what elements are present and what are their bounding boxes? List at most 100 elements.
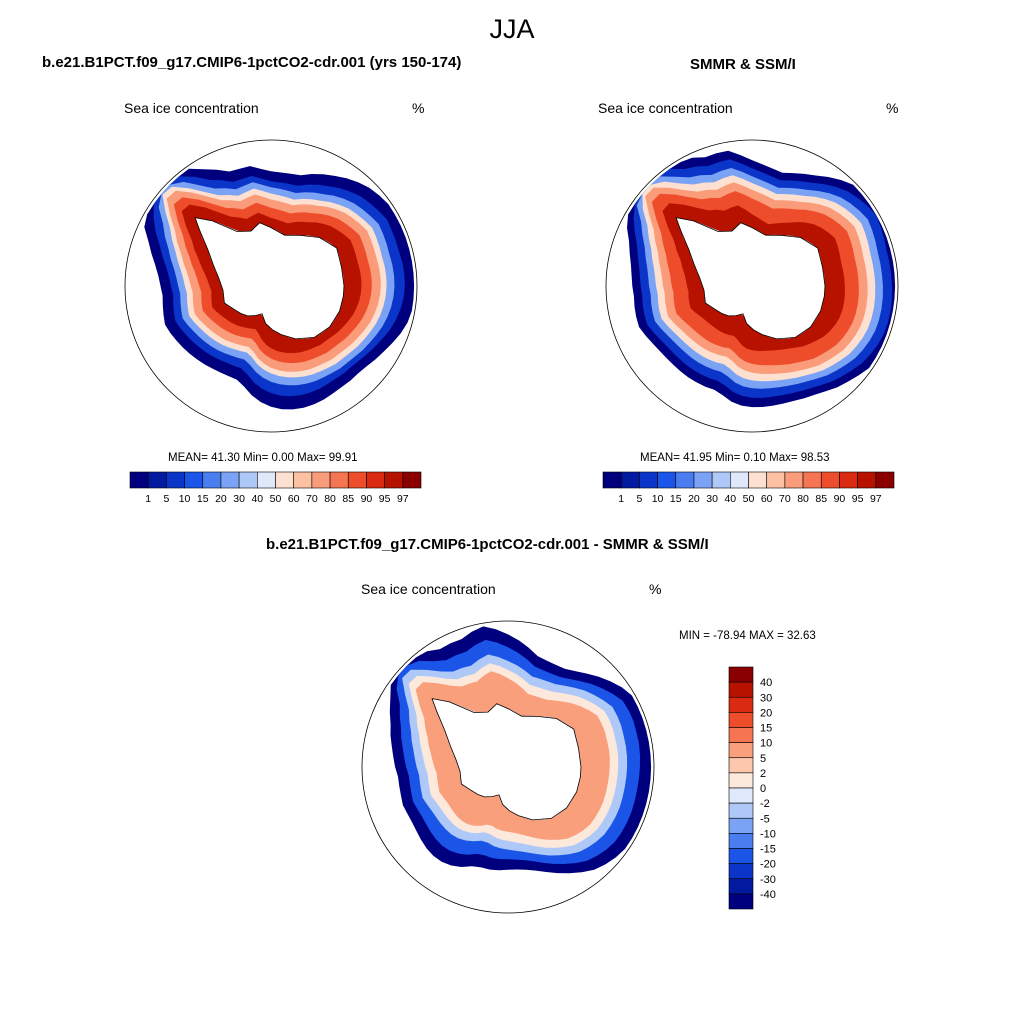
colorbar-label-diff: 2 (760, 768, 766, 780)
colorbar-cell-diff (728, 757, 754, 774)
colorbar-label-obs: 70 (779, 493, 791, 505)
panel-title-diff: b.e21.B1PCT.f09_g17.CMIP6-1pctCO2-cdr.00… (266, 536, 709, 553)
colorbar-label-obs: 97 (870, 493, 882, 505)
colorbar-cell-obs (857, 471, 877, 489)
colorbar-cell-model (366, 471, 385, 489)
colorbar-cell-diff (728, 817, 754, 834)
colorbar-cell-obs (784, 471, 804, 489)
colorbar-label-diff: -5 (760, 813, 770, 825)
colorbar-label-model: 15 (197, 493, 209, 505)
colorbar-cell-model (184, 471, 204, 489)
colorbar-cell-obs (766, 471, 786, 489)
panel-left-label-obs: Sea ice concentration (598, 100, 733, 116)
colorbar-label-model: 20 (215, 493, 227, 505)
colorbar-cell-diff (728, 878, 754, 895)
colorbar-cell-model (129, 471, 149, 489)
colorbar-label-obs: 85 (815, 493, 827, 505)
colorbar-label-diff: 10 (760, 738, 772, 750)
colorbar-cell-diff (728, 848, 754, 864)
colorbar-cell-obs (657, 471, 677, 489)
colorbar-label-model: 40 (251, 493, 263, 505)
colorbar-label-obs: 60 (761, 493, 773, 505)
colorbar-cell-diff (728, 863, 754, 880)
colorbar-label-obs: 30 (706, 493, 718, 505)
panel-units-obs: % (886, 100, 899, 116)
panel-title-model: b.e21.B1PCT.f09_g17.CMIP6-1pctCO2-cdr.00… (42, 54, 462, 71)
colorbar-cell-diff (728, 681, 754, 698)
colorbar-label-model: 80 (324, 493, 336, 505)
panel-stats-diff: MIN = -78.94 MAX = 32.63 (679, 630, 816, 642)
colorbar-label-diff: 15 (760, 723, 772, 735)
figure-title: JJA (489, 14, 535, 44)
colorbar-cell-model (257, 471, 276, 489)
colorbar-label-obs: 20 (688, 493, 700, 505)
panel-stats-model: MEAN= 41.30 Min= 0.00 Max= 99.91 (168, 452, 358, 464)
colorbar-cell-obs (875, 471, 895, 489)
antarctica-coast-obs (675, 217, 826, 340)
colorbar-cell-diff (728, 802, 754, 819)
colorbar-cell-obs (620, 471, 640, 489)
ice-band-diff (415, 671, 610, 840)
panel-units-model: % (412, 100, 425, 116)
colorbar-cell-model (147, 471, 167, 489)
colorbar-label-obs: 5 (636, 493, 642, 505)
panel-left-label-diff: Sea ice concentration (361, 581, 496, 597)
colorbar-label-diff: 40 (760, 677, 772, 689)
colorbar-label-model: 95 (379, 493, 391, 505)
colorbar-label-diff: 0 (760, 783, 766, 795)
ice-band-obs (662, 203, 845, 351)
colorbar-label-diff: 5 (760, 753, 766, 765)
colorbar-cell-model (275, 471, 294, 489)
map-obs (605, 139, 899, 433)
colorbar-label-diff: -40 (760, 889, 776, 901)
colorbar-label-model: 85 (342, 493, 354, 505)
colorbar-label-diff: 20 (760, 707, 772, 719)
colorbar-cell-model (220, 471, 240, 489)
colorbar-label-model: 50 (270, 493, 282, 505)
colorbar-label-model: 60 (288, 493, 300, 505)
ice-band-model (181, 204, 362, 354)
colorbar-cell-model (293, 471, 313, 489)
colorbar-cell-model (238, 471, 258, 489)
panel-units-diff: % (649, 581, 662, 597)
colorbar-cell-obs (693, 471, 713, 489)
colorbar-label-model: 30 (233, 493, 245, 505)
colorbar-cell-diff (728, 727, 754, 743)
panel-title-obs: SMMR & SSM/I (690, 56, 796, 73)
colorbar-cell-obs (639, 471, 658, 489)
colorbar-label-obs: 15 (670, 493, 682, 505)
colorbar-cell-diff (728, 772, 754, 789)
colorbar-cell-model (329, 471, 349, 489)
colorbar-label-model: 5 (163, 493, 169, 505)
colorbar-label-obs: 50 (743, 493, 755, 505)
colorbar-label-obs: 1 (618, 493, 624, 505)
colorbar-cell-diff (728, 742, 754, 759)
colorbar-cell-diff (728, 696, 754, 713)
colorbar-cell-diff (728, 893, 754, 910)
colorbar-cell-obs (675, 471, 695, 489)
colorbar-cell-diff (728, 712, 754, 728)
colorbar-label-diff: -20 (760, 859, 776, 871)
colorbar-label-model: 97 (397, 493, 409, 505)
colorbar-label-diff: 30 (760, 692, 772, 704)
colorbar-label-obs: 40 (724, 493, 736, 505)
colorbar-label-model: 70 (306, 493, 318, 505)
colorbar-cell-obs (802, 471, 822, 489)
colorbar-label-obs: 10 (652, 493, 664, 505)
colorbar-cell-obs (839, 471, 858, 489)
colorbar-label-obs: 90 (834, 493, 846, 505)
colorbar-label-model: 90 (361, 493, 373, 505)
colorbar-cell-obs (602, 471, 622, 489)
colorbar-label-obs: 95 (852, 493, 864, 505)
colorbar-label-diff: -30 (760, 874, 776, 886)
map-diff (361, 620, 655, 914)
colorbar-cell-model (384, 471, 404, 489)
colorbar-cell-diff (728, 666, 754, 683)
panel-left-label-model: Sea ice concentration (124, 100, 259, 116)
colorbar-cell-obs (730, 471, 749, 489)
colorbar-cell-model (166, 471, 185, 489)
colorbar-cell-model (347, 471, 367, 489)
colorbar-cell-obs (748, 471, 767, 489)
colorbar-label-model: 10 (179, 493, 191, 505)
colorbar-label-obs: 80 (797, 493, 809, 505)
